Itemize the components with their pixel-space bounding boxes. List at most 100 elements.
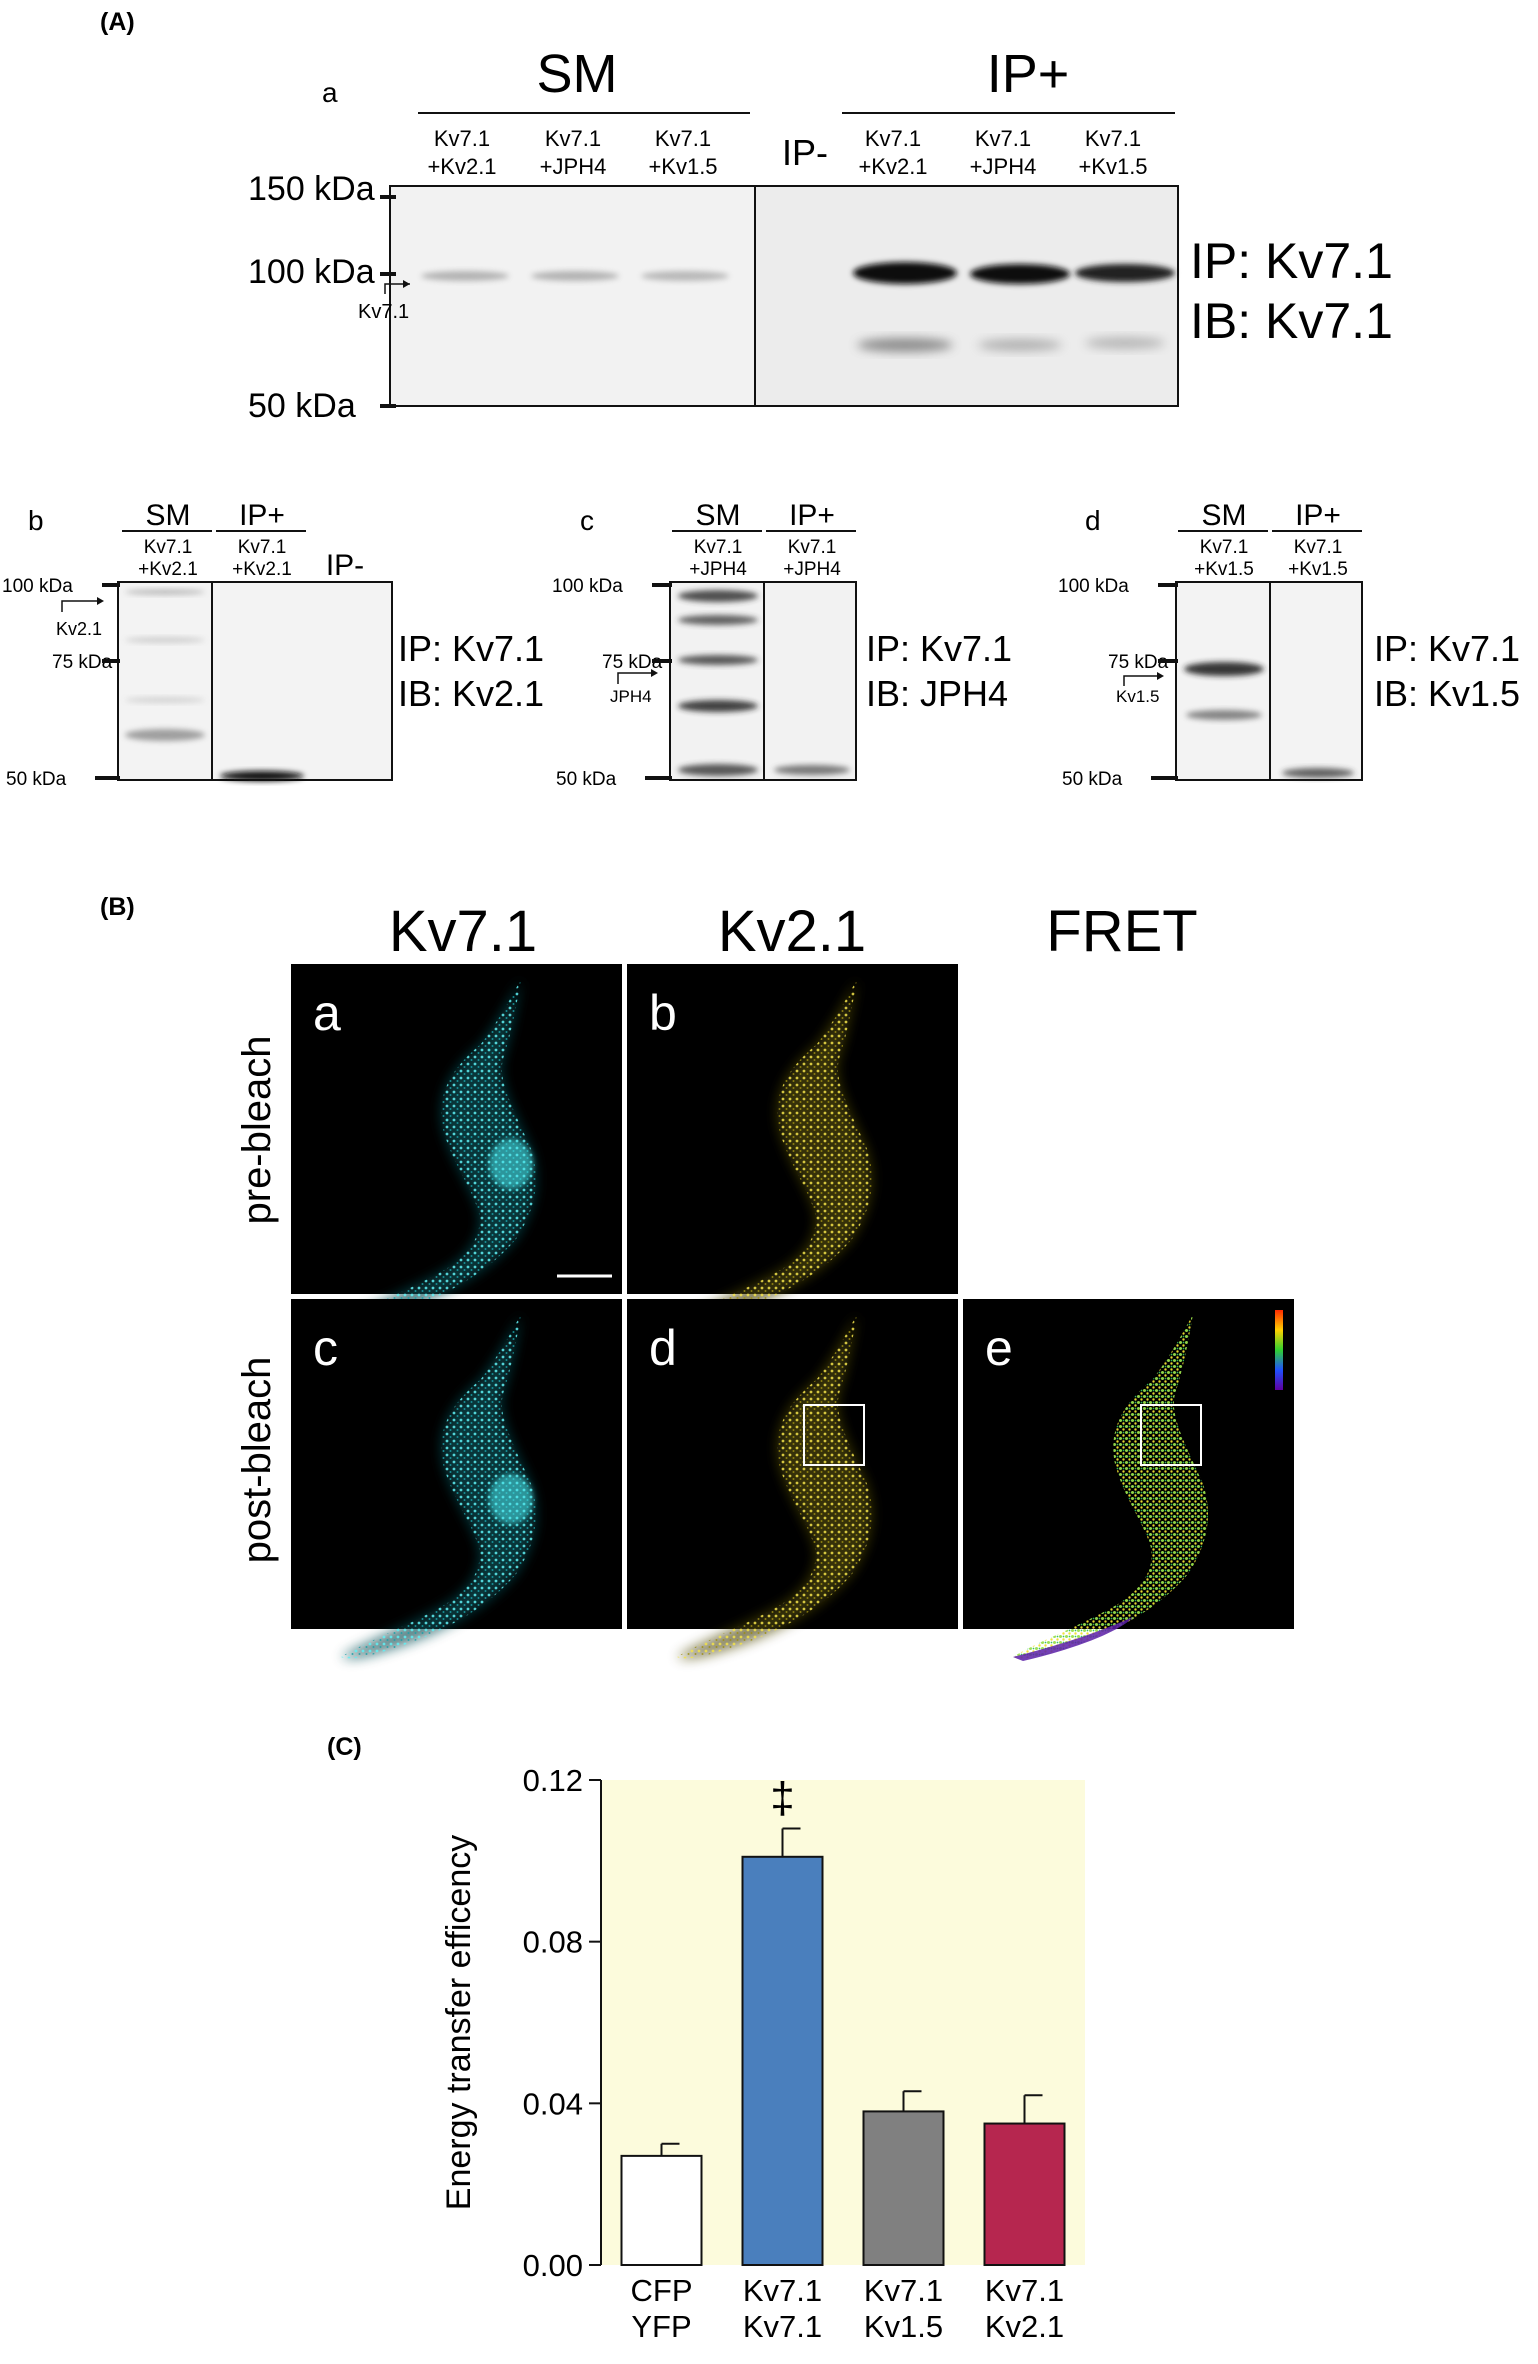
lane-label: +Kv1.5 xyxy=(648,154,717,179)
band xyxy=(1184,662,1264,676)
band xyxy=(1282,768,1354,778)
lane-label: Kv7.1 xyxy=(144,537,193,558)
mw-label: 150 kDa xyxy=(248,170,375,208)
lane-label: +Kv1.5 xyxy=(1078,154,1147,179)
micrograph-tile-a: a xyxy=(291,964,622,1324)
band-arrow-label: Kv2.1 xyxy=(56,619,102,639)
lane-label: +Kv2.1 xyxy=(427,154,496,179)
x-category-label: CFP xyxy=(631,2273,693,2308)
band xyxy=(125,729,205,741)
bar xyxy=(862,2110,945,2267)
blot-frame xyxy=(117,581,393,781)
column-title: Kv2.1 xyxy=(718,899,866,964)
ip-minus-label: IP- xyxy=(326,549,364,582)
micrograph-tile-d: d xyxy=(627,1299,958,1659)
tile-letter: e xyxy=(985,1320,1013,1376)
band-arrow-label: JPH4 xyxy=(610,687,652,706)
sm-header: SM xyxy=(146,499,191,532)
bar xyxy=(620,2154,703,2266)
column-title: FRET xyxy=(1046,899,1197,964)
ib-label: IB: Kv7.1 xyxy=(1190,293,1393,349)
lane-label: +Kv2.1 xyxy=(232,559,292,580)
lane-label: Kv7.1 xyxy=(655,126,711,151)
y-tick-label: 0.12 xyxy=(523,1763,583,1798)
band xyxy=(1075,264,1175,282)
x-category-label: Kv1.5 xyxy=(864,2309,943,2344)
lane-label: Kv7.1 xyxy=(434,126,490,151)
band xyxy=(678,655,758,665)
tile-letter: a xyxy=(313,985,341,1041)
sm-lane-labels: Kv7.1 +Kv2.1 Kv7.1 +JPH4 Kv7.1 +Kv1.5 xyxy=(427,126,717,179)
ip-label: IP: Kv7.1 xyxy=(1190,233,1393,289)
mw-label: 100 kDa xyxy=(552,576,623,597)
main-mw-markers: 150 kDa 100 kDa 50 kDa Kv7.1 xyxy=(248,170,410,425)
lane-label: +JPH4 xyxy=(540,154,607,179)
tile-letter: c xyxy=(313,1320,338,1376)
lane-label: +Kv2.1 xyxy=(858,154,927,179)
mw-label: 100 kDa xyxy=(248,253,375,291)
bar xyxy=(741,1855,824,2266)
mw-label: 100 kDa xyxy=(2,576,73,597)
arrowhead-icon xyxy=(651,669,658,677)
ib-label: IB: JPH4 xyxy=(866,673,1008,714)
lane-label: Kv7.1 xyxy=(545,126,601,151)
ip-label: IP: Kv7.1 xyxy=(866,628,1012,669)
ip-plus-header: IP+ xyxy=(789,499,835,532)
band xyxy=(421,271,509,281)
y-tick-label: 0.00 xyxy=(523,2248,583,2283)
ip-plus-header: IP+ xyxy=(987,44,1070,104)
lane-label: Kv7.1 xyxy=(238,537,287,558)
band xyxy=(678,764,758,776)
mw-label: 50 kDa xyxy=(248,387,356,425)
subpanel-label: c xyxy=(580,505,594,536)
mw-label: 75 kDa xyxy=(52,652,113,673)
ip-plus-header: IP+ xyxy=(1295,499,1341,532)
micrograph-tile-c: c xyxy=(291,1299,622,1659)
band xyxy=(641,271,729,281)
small-blot-b: b SM IP+ Kv7.1 +Kv2.1 Kv7.1 +Kv2.1 IP- 1… xyxy=(2,499,544,790)
small-blot-d: d SM IP+ Kv7.1 +Kv1.5 Kv7.1 +Kv1.5 100 k… xyxy=(1058,499,1520,790)
panel-c-label: (C) xyxy=(327,1733,362,1761)
band xyxy=(531,271,619,281)
ip-label: IP: Kv7.1 xyxy=(1374,628,1520,669)
x-category-label: Kv7.1 xyxy=(743,2309,822,2344)
micrograph-tile-b: b xyxy=(627,964,958,1324)
bar xyxy=(983,2122,1066,2267)
lane-label: Kv7.1 xyxy=(975,126,1031,151)
column-title: Kv7.1 xyxy=(389,899,537,964)
lane-label: +Kv1.5 xyxy=(1194,559,1254,580)
band-arrow-label: Kv1.5 xyxy=(1116,687,1159,706)
lane-label: Kv7.1 xyxy=(1200,537,1249,558)
bleach-roi-box xyxy=(1140,1404,1202,1466)
band xyxy=(678,590,758,602)
blot-ip-region xyxy=(755,187,1177,405)
lane-label: Kv7.1 xyxy=(1085,126,1141,151)
x-category-label: YFP xyxy=(631,2309,691,2344)
subpanel-label: b xyxy=(28,505,44,536)
band xyxy=(125,589,205,595)
band xyxy=(1085,337,1165,349)
band xyxy=(220,771,304,781)
lane-label: +JPH4 xyxy=(689,559,747,580)
mw-label: 50 kDa xyxy=(6,769,67,790)
y-axis-label: Energy transfer efficency xyxy=(440,1835,478,2210)
y-tick-label: 0.08 xyxy=(523,1925,583,1960)
tile-letter: b xyxy=(649,985,677,1041)
mw-label: 75 kDa xyxy=(602,652,663,673)
subpanel-label: d xyxy=(1085,505,1101,536)
small-blot-c: c SM IP+ Kv7.1 +JPH4 Kv7.1 +JPH4 100 kDa… xyxy=(552,499,1012,790)
color-scale-bar xyxy=(1275,1310,1283,1390)
arrowhead-icon xyxy=(97,597,104,605)
subpanel-a-label: a xyxy=(322,77,338,108)
band xyxy=(1186,710,1262,720)
band-arrow-label: Kv7.1 xyxy=(358,301,409,323)
band xyxy=(125,637,205,643)
ib-label: IB: Kv2.1 xyxy=(398,673,544,714)
band xyxy=(978,339,1062,351)
y-tick-label: 0.04 xyxy=(523,2086,583,2121)
tile-letter: d xyxy=(649,1320,677,1376)
panel-a-label: (A) xyxy=(100,8,135,36)
x-category-label: Kv7.1 xyxy=(743,2273,822,2308)
main-western-blot xyxy=(389,185,1179,407)
